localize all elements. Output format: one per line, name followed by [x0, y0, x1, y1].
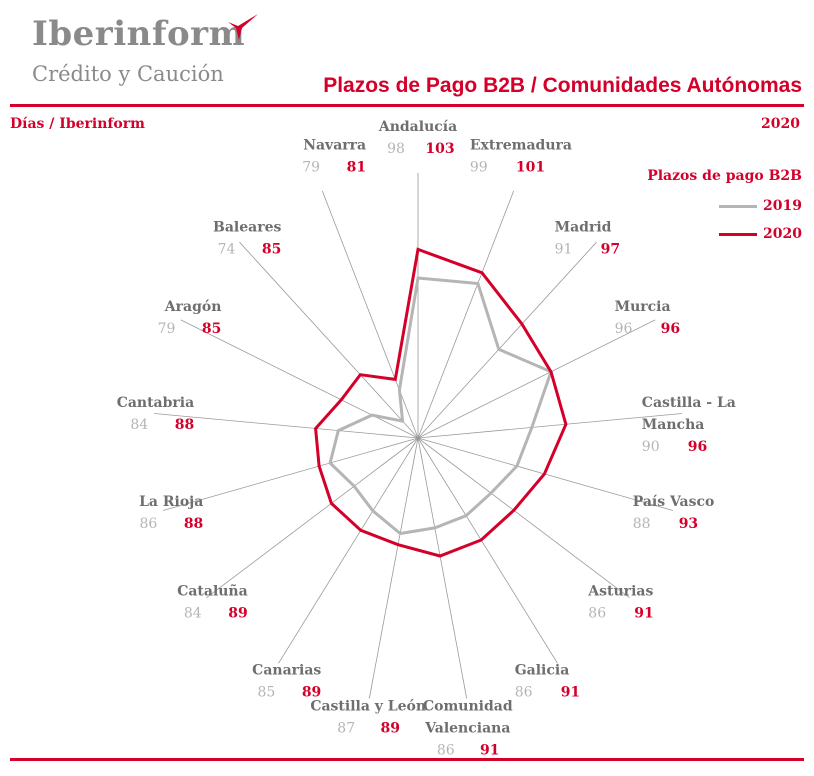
value-2020-extremadura: 101: [516, 159, 545, 175]
value-2019-galicia: 86: [515, 684, 533, 700]
value-2020-castilla-la-mancha: 96: [688, 439, 707, 455]
legend-swatch-2019: [719, 204, 758, 208]
value-2020-murcia: 96: [661, 321, 680, 337]
value-2020-la-rioja: 88: [184, 516, 203, 532]
legend-item-2020: 2020: [719, 226, 802, 242]
value-2020-canarias: 89: [302, 684, 321, 700]
series-line-2020: [314, 247, 568, 558]
category-label-pais-vasco: País Vasco: [633, 494, 715, 510]
category-label-andalucia: Andalucía: [378, 119, 457, 135]
category-label-la-rioja: La Rioja: [139, 494, 203, 510]
value-2019-pais-vasco: 88: [633, 516, 651, 532]
value-2020-cantabria: 88: [175, 417, 194, 433]
category-label-cantabria: Cantabria: [117, 395, 195, 411]
value-2020-asturias: 91: [634, 605, 653, 621]
value-2020-aragon: 85: [202, 321, 221, 337]
value-2020-comunidad-valenciana: 91: [480, 742, 499, 758]
value-2019-aragon: 79: [158, 321, 176, 337]
value-2020-navarra: 81: [347, 159, 366, 175]
value-2019-la-rioja: 86: [139, 516, 157, 532]
value-2020-cataluna: 89: [228, 605, 247, 621]
value-2020-pais-vasco: 93: [679, 516, 698, 532]
category-label-aragon: Aragón: [164, 299, 222, 315]
legend-label-2020: 2020: [763, 226, 802, 242]
category-label-navarra: Navarra: [303, 137, 366, 153]
legend-item-2019: 2019: [719, 198, 802, 214]
legend-swatch-2020: [719, 232, 758, 236]
spoke-madrid: [417, 241, 597, 439]
bottom-divider: [10, 758, 804, 761]
year-label: 2020: [761, 116, 800, 132]
page-title: Plazos de Pago B2B / Comunidades Autónom…: [323, 74, 802, 97]
top-divider: [10, 104, 804, 107]
spoke-baleares: [239, 241, 419, 439]
spoke-cantabria: [154, 413, 419, 439]
brand-check-icon: [228, 14, 258, 40]
spoke-castilla-y-leon: [368, 437, 419, 699]
value-2019-madrid: 91: [555, 242, 573, 258]
value-2020-baleares: 85: [262, 242, 281, 258]
value-2019-murcia: 96: [615, 321, 633, 337]
spoke-canarias: [278, 437, 419, 664]
series-line-2019: [328, 276, 553, 536]
category-label-extremadura: Extremadura: [470, 137, 572, 153]
category-label-madrid: Madrid: [555, 220, 612, 236]
value-2019-baleares: 74: [218, 242, 236, 258]
category-label-murcia: Murcia: [615, 299, 671, 315]
value-2019-extremadura: 99: [470, 159, 488, 175]
brand-logo-subtitle: Crédito y Caución: [32, 62, 224, 86]
value-2019-andalucia: 98: [387, 141, 405, 157]
spoke-asturias: [417, 437, 630, 599]
spoke-cataluna: [206, 437, 419, 599]
spoke-extremadura: [417, 190, 515, 439]
value-2020-castilla-y-leon: 89: [380, 720, 399, 736]
category-label-castilla-la-mancha: Castilla - La: [642, 395, 736, 411]
category-label-comunidad-valenciana: Valenciana: [424, 720, 510, 736]
spoke-la-rioja: [162, 437, 419, 511]
value-2019-canarias: 85: [257, 684, 275, 700]
value-2020-galicia: 91: [561, 684, 580, 700]
category-label-castilla-la-mancha: Mancha: [642, 417, 705, 433]
spoke-castilla-la-mancha: [417, 413, 682, 439]
spoke-aragon: [180, 319, 419, 439]
brand-logo-name: Iberinform: [32, 14, 246, 54]
value-2019-castilla-la-mancha: 90: [642, 439, 660, 455]
category-label-canarias: Canarias: [252, 662, 321, 678]
spoke-galicia: [417, 437, 558, 664]
category-label-comunidad-valenciana: Comunidad: [423, 698, 513, 714]
value-2019-castilla-y-leon: 87: [337, 720, 355, 736]
value-2020-andalucia: 103: [425, 141, 454, 157]
units-subtitle: Días / Iberinform: [10, 116, 145, 132]
category-label-cataluna: Cataluña: [177, 582, 248, 599]
category-label-galicia: Galicia: [515, 662, 570, 678]
value-2020-madrid: 97: [601, 242, 620, 258]
spoke-murcia: [417, 319, 656, 439]
value-2019-cantabria: 84: [130, 417, 148, 433]
legend-title: Plazos de pago B2B: [647, 168, 802, 184]
category-label-asturias: Asturias: [587, 583, 653, 599]
value-2019-comunidad-valenciana: 86: [437, 742, 455, 758]
category-label-castilla-y-leon: Castilla y León: [310, 698, 426, 714]
value-2019-cataluna: 84: [184, 605, 202, 621]
value-2019-navarra: 79: [302, 159, 320, 175]
spoke-comunidad-valenciana: [417, 437, 468, 699]
value-2019-asturias: 86: [588, 605, 606, 621]
legend-label-2019: 2019: [763, 198, 802, 214]
category-label-baleares: Baleares: [213, 220, 281, 236]
spoke-navarra: [321, 190, 419, 439]
